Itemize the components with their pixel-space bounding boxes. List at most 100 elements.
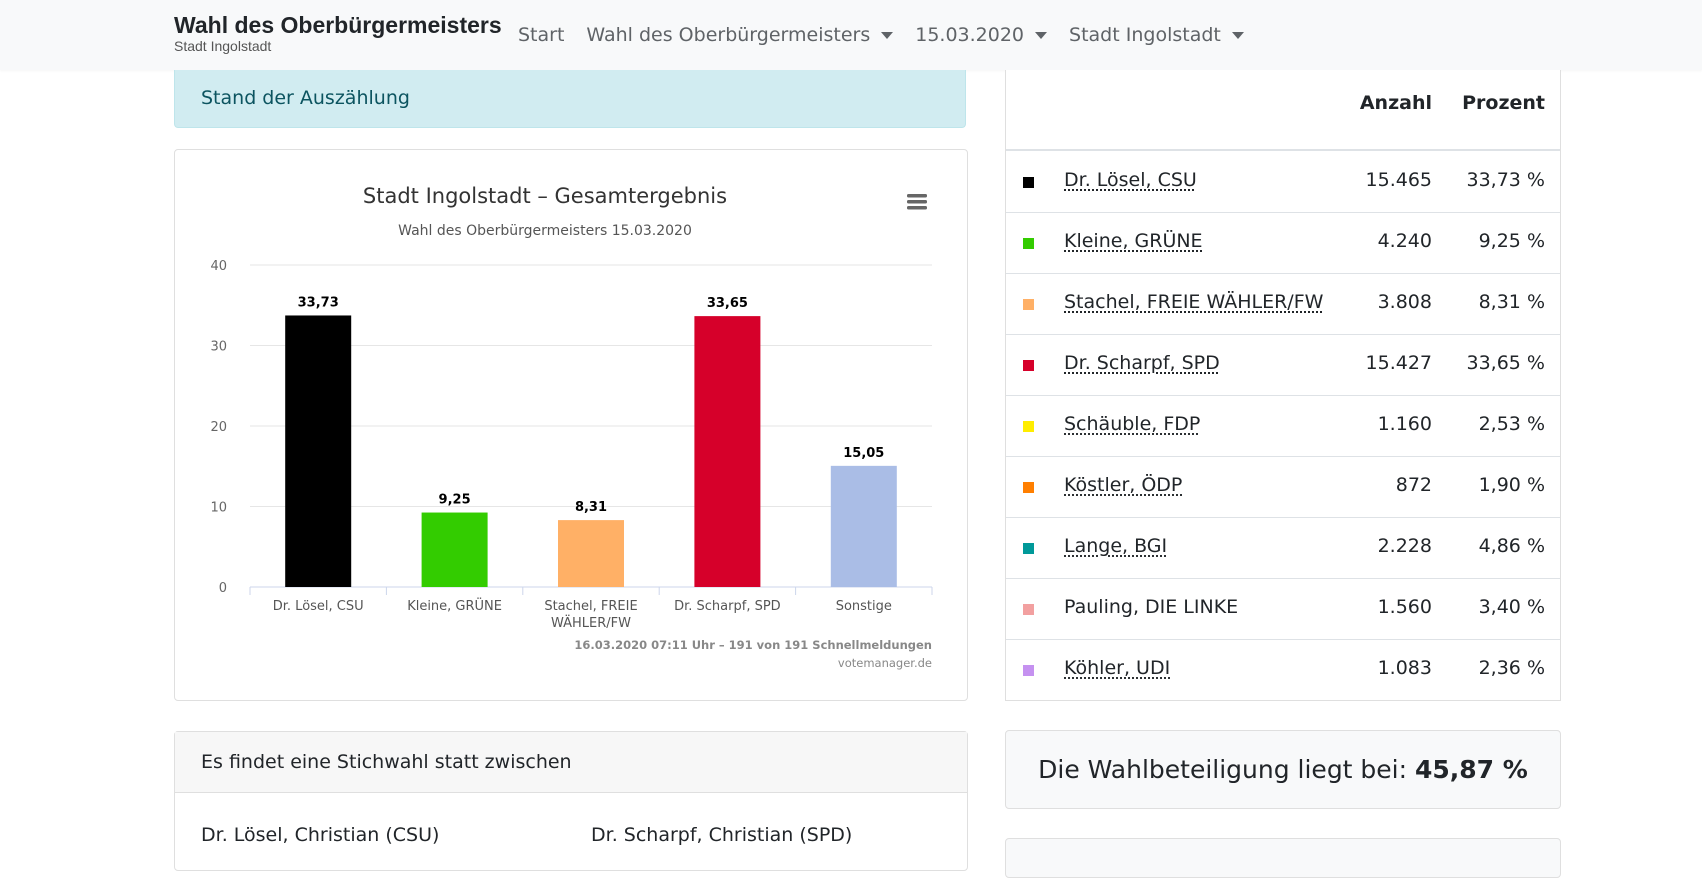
vote-percent: 33,73 % [1466, 169, 1546, 191]
runoff-candidate-b: Dr. Scharpf, Christian (SPD) [591, 824, 853, 846]
hamburger-menu-icon[interactable] [907, 194, 927, 210]
x-tick-label: Dr. Scharpf, SPD [674, 599, 781, 614]
nav-menu: Start Wahl des Oberbürgermeisters 15.03.… [518, 22, 1266, 48]
vote-count: 2.228 [1377, 535, 1432, 557]
vote-count: 15.465 [1365, 169, 1432, 191]
party-color-swatch [1023, 360, 1034, 371]
y-tick-label: 30 [210, 340, 227, 355]
bar[interactable] [421, 512, 488, 587]
candidate-name[interactable]: Schäuble, FDP [1064, 413, 1201, 435]
vote-percent: 2,36 % [1478, 657, 1545, 679]
turnout-value: 45,87 % [1415, 755, 1528, 784]
chart-title: Stadt Ingolstadt – Gesamtergebnis [363, 184, 727, 208]
table-row: Lange, BGI 2.228 4,86 % [1006, 518, 1560, 579]
vote-percent: 8,31 % [1478, 291, 1545, 313]
brand-subtitle: Stadt Ingolstadt [174, 38, 272, 54]
column-header-count: Anzahl [1359, 92, 1432, 114]
x-tick-label-line: Stachel, FREIE [544, 599, 637, 614]
table-row: Köhler, UDI 1.083 2,36 % [1006, 640, 1560, 701]
chart-credit[interactable]: votemanager.de [838, 656, 932, 670]
turnout-text: Die Wahlbeteiligung liegt bei: 45,87 % [1006, 755, 1560, 784]
nav-item-start[interactable]: Start [518, 22, 564, 48]
data-label: 8,31 [575, 500, 607, 515]
vote-percent: 1,90 % [1478, 474, 1545, 496]
party-color-swatch [1023, 604, 1034, 615]
brand[interactable]: Wahl des Oberbürgermeisters Stadt Ingols… [174, 12, 502, 54]
turnout-label: Die Wahlbeteiligung liegt bei: [1038, 755, 1415, 784]
x-tick-label-line: Sonstige [836, 599, 892, 614]
y-tick-label: 0 [219, 581, 227, 596]
data-label: 33,65 [707, 296, 748, 311]
x-tick-label: Dr. Lösel, CSU [273, 599, 364, 614]
table-header-divider [1006, 149, 1560, 151]
data-label: 15,05 [843, 446, 884, 461]
data-label: 9,25 [439, 493, 471, 508]
candidate-name[interactable]: Dr. Lösel, CSU [1064, 169, 1197, 191]
table-row: Dr. Lösel, CSU 15.465 33,73 % [1006, 152, 1560, 213]
runoff-card: Es findet eine Stichwahl statt zwischen … [174, 731, 968, 871]
results-bar-chart: Stadt Ingolstadt – Gesamtergebnis Wahl de… [210, 184, 933, 670]
party-color-swatch [1023, 543, 1034, 554]
party-color-swatch [1023, 238, 1034, 249]
x-tick-label: Kleine, GRÜNE [407, 597, 502, 614]
x-tick-label-line: Dr. Scharpf, SPD [674, 599, 781, 614]
candidate-name[interactable]: Stachel, FREIE WÄHLER/FW [1064, 291, 1324, 313]
bar[interactable] [694, 316, 761, 587]
status-alert: Stand der Auszählung [174, 70, 966, 128]
data-label: 33,73 [298, 295, 339, 310]
bar[interactable] [285, 315, 352, 587]
runoff-candidate-a: Dr. Lösel, Christian (CSU) [201, 824, 440, 846]
y-tick-label: 10 [210, 501, 227, 516]
vote-percent: 33,65 % [1466, 352, 1546, 374]
vote-percent: 3,40 % [1478, 596, 1545, 618]
y-tick-label: 20 [210, 420, 227, 435]
candidate-name[interactable]: Dr. Scharpf, SPD [1064, 352, 1220, 374]
table-row: Schäuble, FDP 1.160 2,53 % [1006, 396, 1560, 457]
brand-title[interactable]: Wahl des Oberbürgermeisters [174, 12, 502, 38]
next-card [1005, 838, 1561, 878]
party-color-swatch [1023, 299, 1034, 310]
vote-percent: 9,25 % [1478, 230, 1545, 252]
chart-card: Stadt Ingolstadt – Gesamtergebnis Wahl de… [174, 149, 968, 701]
x-tick-label: Stachel, FREIE WÄHLER/FW [544, 599, 637, 631]
nav-item-label: Wahl des Oberbürgermeisters [586, 24, 871, 46]
runoff-heading: Es findet eine Stichwahl statt zwischen [201, 751, 572, 773]
party-color-swatch [1023, 177, 1034, 188]
x-tick-label-line: Dr. Lösel, CSU [273, 599, 364, 614]
vote-count: 3.808 [1377, 291, 1432, 313]
bar[interactable] [558, 520, 624, 587]
candidate-name[interactable]: Köhler, UDI [1064, 657, 1171, 679]
caret-down-icon [881, 31, 894, 39]
candidate-name: Pauling, DIE LINKE [1064, 596, 1239, 618]
top-navbar: Wahl des Oberbürgermeisters Stadt Ingols… [0, 0, 1702, 70]
party-color-swatch [1023, 421, 1034, 432]
vote-count: 1.560 [1377, 596, 1432, 618]
bar[interactable] [830, 465, 897, 587]
chart-subtitle: Wahl des Oberbürgermeisters 15.03.2020 [398, 223, 692, 239]
vote-count: 4.240 [1377, 230, 1432, 252]
nav-item-election[interactable]: Wahl des Oberbürgermeisters [586, 22, 894, 48]
runoff-card-header: Es findet eine Stichwahl statt zwischen [175, 732, 967, 793]
table-row: Köstler, ÖDP 872 1,90 % [1006, 457, 1560, 518]
vote-count: 1.160 [1377, 413, 1432, 435]
vote-count: 1.083 [1377, 657, 1432, 679]
table-row: Pauling, DIE LINKE 1.560 3,40 % [1006, 579, 1560, 640]
status-alert-text: Stand der Auszählung [201, 87, 410, 109]
caret-down-icon [1035, 31, 1048, 39]
nav-item-region[interactable]: Stadt Ingolstadt [1069, 22, 1244, 48]
vote-percent: 4,86 % [1478, 535, 1545, 557]
nav-item-label: 15.03.2020 [915, 24, 1025, 46]
x-tick-label: Sonstige [836, 599, 892, 614]
nav-item-date[interactable]: 15.03.2020 [915, 22, 1048, 48]
chart-footnote: 16.03.2020 07:11 Uhr – 191 von 191 Schne… [574, 638, 932, 652]
table-row: Stachel, FREIE WÄHLER/FW 3.808 8,31 % [1006, 274, 1560, 335]
candidate-name[interactable]: Kleine, GRÜNE [1064, 230, 1203, 252]
nav-item-label: Stadt Ingolstadt [1069, 24, 1221, 46]
candidate-name[interactable]: Köstler, ÖDP [1064, 474, 1183, 496]
candidate-name[interactable]: Lange, BGI [1064, 535, 1168, 557]
y-tick-label: 40 [210, 259, 227, 274]
x-tick-label-line: WÄHLER/FW [551, 615, 631, 631]
party-color-swatch [1023, 482, 1034, 493]
column-header-percent: Prozent [1462, 92, 1545, 114]
vote-count: 15.427 [1365, 352, 1432, 374]
